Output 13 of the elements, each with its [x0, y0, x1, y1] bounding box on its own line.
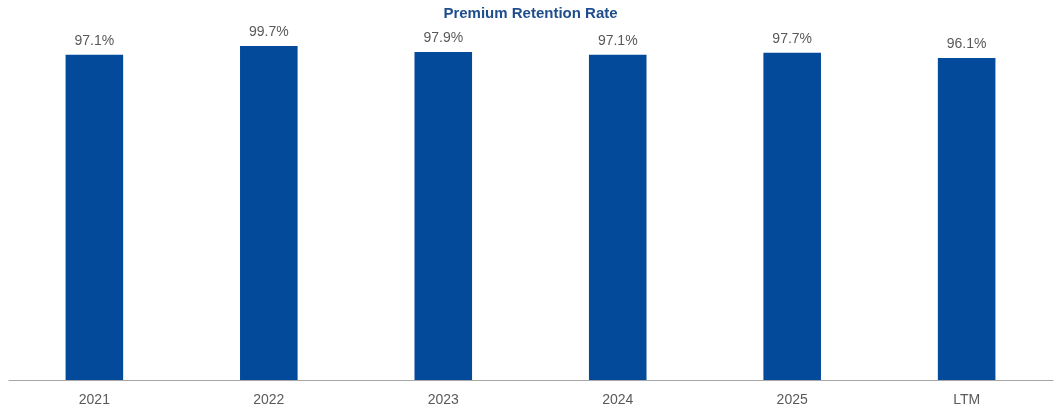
- x-tick-label: 2022: [253, 390, 285, 407]
- x-tick-label: 2021: [78, 390, 111, 407]
- data-label: 96.1%: [946, 35, 987, 52]
- x-tick-label: 2023: [427, 390, 460, 407]
- x-tick-label: 2025: [776, 390, 808, 407]
- data-label: 99.7%: [248, 23, 289, 40]
- data-label: 97.1%: [74, 31, 115, 48]
- data-label: 97.1%: [597, 31, 638, 48]
- chart-title: Premium Retention Rate: [443, 4, 618, 22]
- data-label: 97.7%: [772, 29, 813, 46]
- data-label: 97.9%: [423, 29, 464, 46]
- x-tick-label: 2024: [602, 390, 634, 407]
- x-tick-label: LTM: [953, 390, 981, 407]
